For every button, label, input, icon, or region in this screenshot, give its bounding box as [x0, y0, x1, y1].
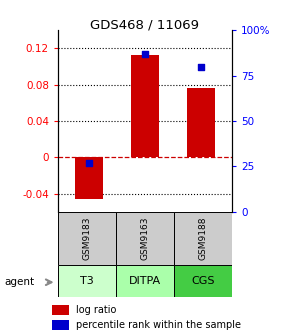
Point	[86, 160, 91, 165]
Text: CGS: CGS	[191, 277, 215, 286]
Text: GSM9163: GSM9163	[140, 217, 150, 260]
Bar	[131, 55, 159, 157]
Bar	[52, 320, 69, 330]
Text: DITPA: DITPA	[129, 277, 161, 286]
Bar	[174, 212, 232, 265]
Text: GSM9188: GSM9188	[198, 217, 208, 260]
Text: log ratio: log ratio	[76, 305, 116, 315]
Text: agent: agent	[4, 277, 35, 287]
Bar	[116, 265, 174, 297]
Bar	[58, 212, 116, 265]
Text: T3: T3	[80, 277, 94, 286]
Text: GSM9183: GSM9183	[82, 217, 92, 260]
Bar	[116, 212, 174, 265]
Bar	[58, 265, 116, 297]
Point	[199, 64, 204, 69]
Bar	[52, 305, 69, 315]
Bar	[174, 265, 232, 297]
Text: GDS468 / 11069: GDS468 / 11069	[90, 18, 200, 32]
Point	[143, 51, 147, 56]
Text: percentile rank within the sample: percentile rank within the sample	[76, 320, 241, 330]
Bar	[75, 157, 103, 199]
Bar	[187, 88, 215, 157]
